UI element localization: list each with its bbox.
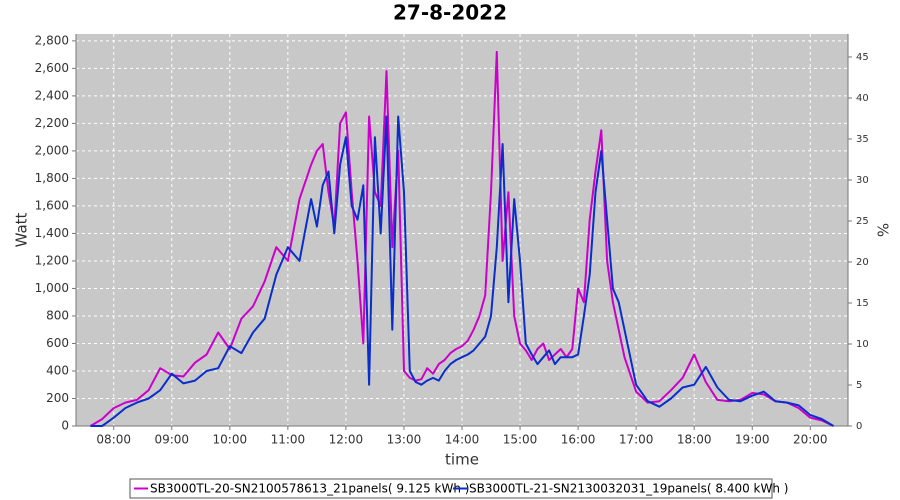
x-tick-label: 12:00 xyxy=(329,433,364,447)
x-tick-label: 09:00 xyxy=(154,433,189,447)
y-tick-label: 1,000 xyxy=(35,281,69,295)
y-tick-label: 2,400 xyxy=(35,88,69,102)
x-tick-label: 15:00 xyxy=(503,433,538,447)
y-tick-label: 1,800 xyxy=(35,171,69,185)
y-tick-label: 0 xyxy=(61,419,69,433)
y2-tick-label: 25 xyxy=(856,216,869,227)
y-tick-label: 2,600 xyxy=(35,61,69,75)
series-line xyxy=(90,115,835,427)
x-tick-label: 20:00 xyxy=(793,433,828,447)
series-line xyxy=(89,50,834,427)
y2-axis-title: % xyxy=(874,223,892,237)
x-tick-label: 14:00 xyxy=(445,433,480,447)
x-tick-label: 17:00 xyxy=(619,433,654,447)
y-tick-label: 2,200 xyxy=(35,116,69,130)
x-tick-label: 18:00 xyxy=(677,433,712,447)
y2-tick-label: 40 xyxy=(856,93,869,104)
x-tick-label: 10:00 xyxy=(213,433,248,447)
y-tick-label: 400 xyxy=(46,363,69,377)
y2-tick-label: 20 xyxy=(856,257,869,268)
x-axis-title: time xyxy=(445,451,479,469)
y-tick-label: 1,600 xyxy=(35,198,69,212)
y-axis-title: Watt xyxy=(13,212,31,247)
y2-tick-label: 35 xyxy=(856,134,869,145)
y2-tick-label: 0 xyxy=(856,421,862,432)
y2-tick-label: 45 xyxy=(856,52,869,63)
x-tick-label: 19:00 xyxy=(735,433,770,447)
y-tick-label: 600 xyxy=(46,336,69,350)
x-tick-label: 11:00 xyxy=(271,433,306,447)
y2-tick-label: 30 xyxy=(856,175,869,186)
y-tick-label: 2,800 xyxy=(35,33,69,47)
y2-tick-label: 15 xyxy=(856,298,869,309)
y-tick-label: 1,400 xyxy=(35,226,69,240)
y-tick-label: 1,200 xyxy=(35,253,69,267)
legend-label: SB3000TL-20-SN2100578613_21panels( 9.125… xyxy=(150,482,469,496)
y2-tick-label: 5 xyxy=(856,380,862,391)
chart-title: 27-8-2022 xyxy=(393,1,507,25)
x-tick-label: 13:00 xyxy=(387,433,422,447)
legend-label: SB3000TL-21-SN2130032031_19panels( 8.400… xyxy=(469,482,788,496)
y-tick-label: 2,000 xyxy=(35,143,69,157)
y2-tick-label: 10 xyxy=(856,339,869,350)
x-tick-label: 08:00 xyxy=(96,433,131,447)
y-tick-label: 800 xyxy=(46,308,69,322)
legend xyxy=(129,478,773,499)
y-tick-label: 200 xyxy=(46,391,69,405)
x-tick-label: 16:00 xyxy=(561,433,596,447)
